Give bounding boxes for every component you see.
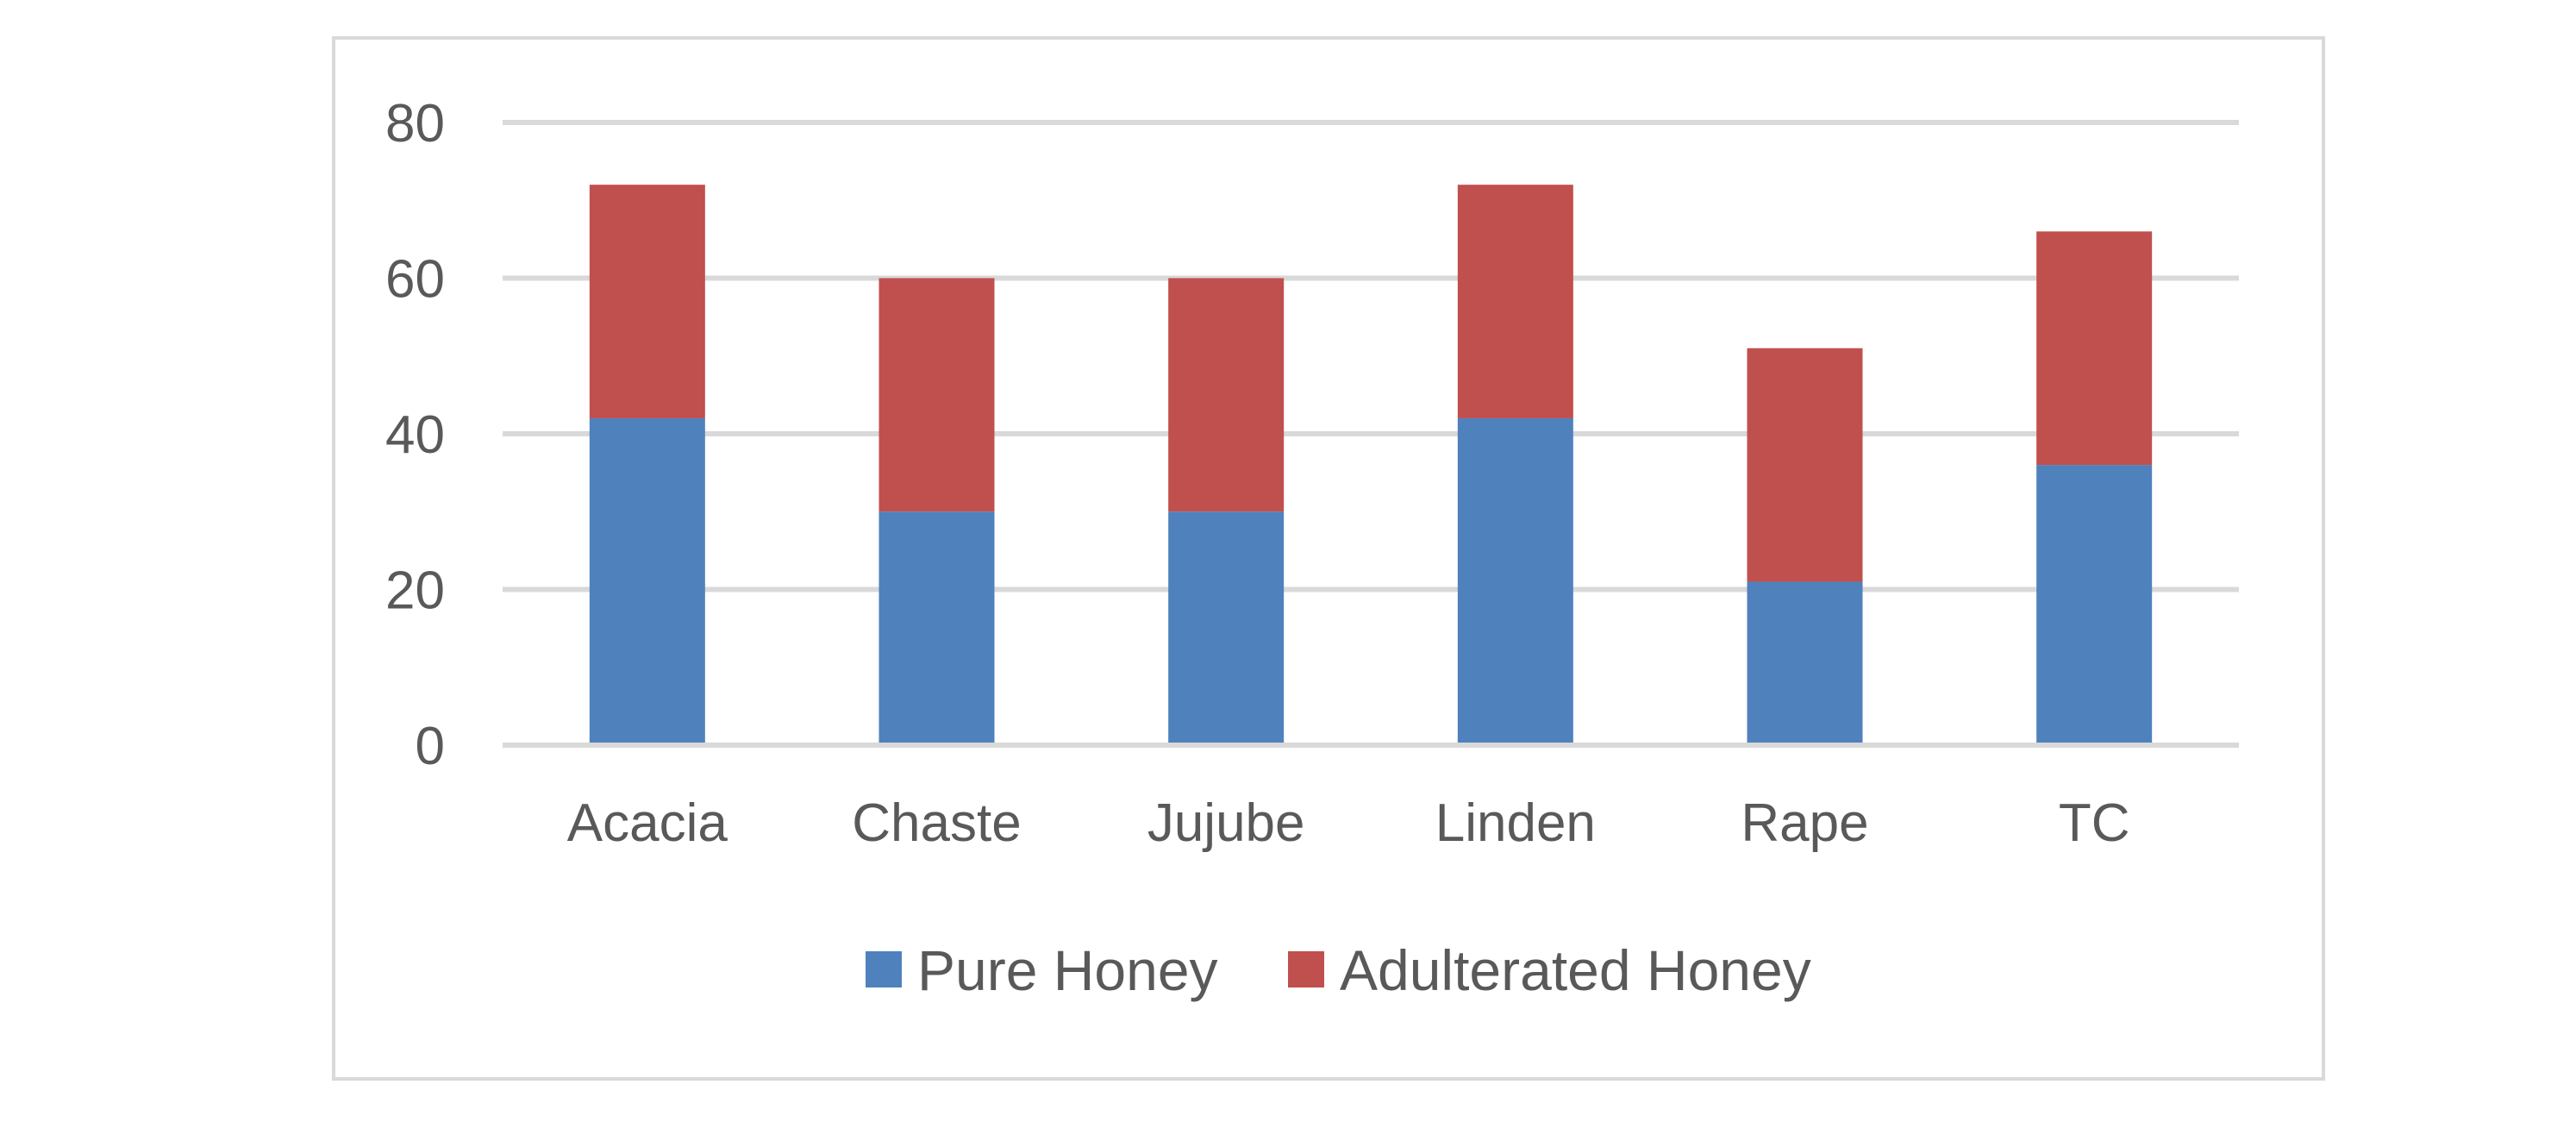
x-tick-label: Linden <box>1435 793 1596 853</box>
bar-acacia-adulterated-honey <box>589 185 705 418</box>
bar-linden-pure-honey <box>1457 417 1573 745</box>
y-tick-label: 80 <box>385 94 445 154</box>
y-tick-label: 20 <box>385 561 445 621</box>
x-tick-label: Rape <box>1741 793 1868 853</box>
legend-swatch-adulterated-honey <box>1288 951 1324 987</box>
x-tick-label: TC <box>2059 793 2130 853</box>
y-axis-ticks: 0 20 40 60 80 <box>385 94 445 776</box>
bar-tc-adulterated-honey <box>2036 231 2153 466</box>
legend-label: Pure Honey <box>917 938 1218 1002</box>
bar-chaste-adulterated-honey <box>878 278 995 512</box>
y-tick-label: 40 <box>385 405 445 465</box>
bar-jujube-pure-honey <box>1168 511 1285 745</box>
legend: Pure Honey Adulterated Honey <box>866 938 1811 1002</box>
bar-tc-pure-honey <box>2036 465 2153 745</box>
grid-lines <box>503 120 2239 748</box>
x-tick-label: Jujube <box>1147 793 1305 853</box>
legend-label: Adulterated Honey <box>1340 938 1811 1002</box>
legend-swatch-pure-honey <box>866 951 902 987</box>
bar-rape-adulterated-honey <box>1747 348 1863 582</box>
x-axis-ticks: Acacia Chaste Jujube Linden Rape TC <box>567 793 2130 853</box>
bars <box>503 185 2239 748</box>
bar-chaste-pure-honey <box>878 511 995 745</box>
y-tick-label: 0 <box>416 717 445 776</box>
y-tick-label: 60 <box>385 250 445 310</box>
x-tick-label: Chaste <box>852 793 1021 853</box>
bar-acacia-pure-honey <box>589 417 705 745</box>
bar-linden-adulterated-honey <box>1457 185 1573 418</box>
bar-rape-pure-honey <box>1747 581 1863 745</box>
bar-jujube-adulterated-honey <box>1168 278 1285 512</box>
x-tick-label: Acacia <box>567 793 728 853</box>
